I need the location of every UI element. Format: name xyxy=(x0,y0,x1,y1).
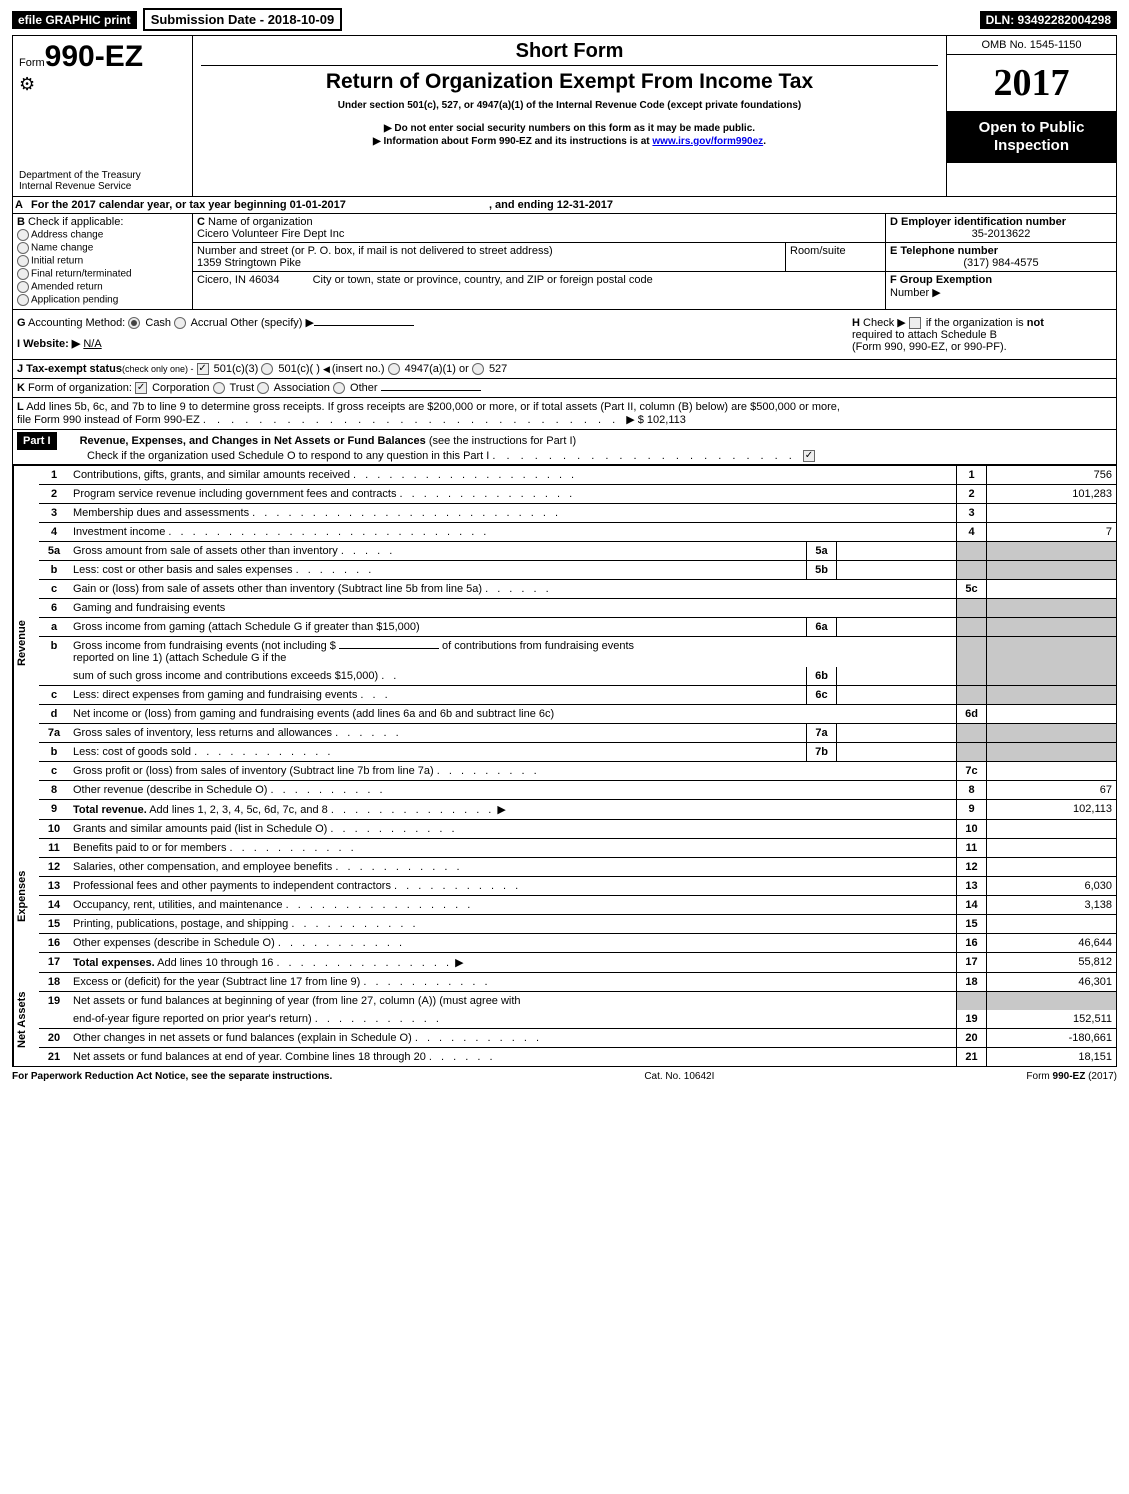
dept-irs: Internal Revenue Service xyxy=(19,181,186,192)
final-return-checkbox[interactable]: Final return/terminated xyxy=(17,268,188,280)
form990ez-link[interactable]: www.irs.gov/form990ez xyxy=(652,136,763,147)
line-2-value: 101,283 xyxy=(986,485,1116,503)
line-15-value xyxy=(986,915,1116,933)
other-org-input[interactable] xyxy=(381,390,481,391)
line-l-label: L xyxy=(17,401,24,413)
line-10-value xyxy=(986,820,1116,838)
line-5b-value xyxy=(836,561,956,579)
dept-treasury: Department of the Treasury xyxy=(19,170,186,181)
footer-right: Form 990-EZ (2017) xyxy=(1026,1071,1117,1082)
line-1-value: 756 xyxy=(986,466,1116,484)
dln-badge: DLN: 93492282004298 xyxy=(980,11,1117,29)
line-a-label: A xyxy=(13,197,29,213)
footer-cat: Cat. No. 10642I xyxy=(644,1071,714,1082)
submission-date: Submission Date - 2018-10-09 xyxy=(143,8,343,31)
4947a1-radio[interactable] xyxy=(388,363,400,375)
501c3-checkbox[interactable] xyxy=(197,363,209,375)
application-pending-checkbox[interactable]: Application pending xyxy=(17,294,188,306)
line-14-value: 3,138 xyxy=(986,896,1116,914)
line-8-value: 67 xyxy=(986,781,1116,799)
org-name: Cicero Volunteer Fire Dept Inc xyxy=(197,228,881,240)
part-i-header: Part I xyxy=(17,432,57,450)
line-6c-value xyxy=(836,686,956,704)
under-section: Under section 501(c), 527, or 4947(a)(1)… xyxy=(201,100,938,111)
omb-number: OMB No. 1545-1150 xyxy=(947,36,1116,55)
line-6a-value xyxy=(836,618,956,636)
line-g-label: G xyxy=(17,317,26,329)
line-11-value xyxy=(986,839,1116,857)
ein-label: D Employer identification number xyxy=(890,216,1112,228)
line-16-value: 46,644 xyxy=(986,934,1116,952)
form-header: Form990-EZ ⚙ Department of the Treasury … xyxy=(12,35,1117,197)
trust-radio[interactable] xyxy=(213,382,225,394)
open-to-public: Open to Public Inspection xyxy=(947,111,1116,163)
line-a-text: For the 2017 calendar year, or tax year … xyxy=(29,197,1116,213)
line-h: H Check ▶ if the organization is not req… xyxy=(852,316,1112,353)
ein-value: 35-2013622 xyxy=(890,228,1112,240)
footer-left: For Paperwork Reduction Act Notice, see … xyxy=(12,1071,332,1082)
net-assets-section-label: Net Assets xyxy=(13,973,39,1066)
line-9-value: 102,113 xyxy=(986,800,1116,819)
line-20-value: -180,661 xyxy=(986,1029,1116,1047)
accrual-radio[interactable] xyxy=(174,317,186,329)
group-exemption-label: F Group Exemption xyxy=(890,274,992,286)
form-number: Form990-EZ xyxy=(19,40,186,74)
other-org-radio[interactable] xyxy=(333,382,345,394)
line-5a-value xyxy=(836,542,956,560)
line-7a-value xyxy=(836,724,956,742)
527-radio[interactable] xyxy=(472,363,484,375)
line-13-value: 6,030 xyxy=(986,877,1116,895)
website-value: N/A xyxy=(83,338,101,350)
corporation-checkbox[interactable] xyxy=(135,382,147,394)
revenue-section-label: Revenue xyxy=(13,466,39,820)
room-suite-label: Room/suite xyxy=(785,243,885,271)
line-17-value: 55,812 xyxy=(986,953,1116,972)
website-label: I Website: ▶ xyxy=(17,338,80,350)
tax-year: 2017 xyxy=(947,55,1116,111)
line-3-value xyxy=(986,504,1116,522)
address-change-checkbox[interactable]: Address change xyxy=(17,229,188,241)
page-footer: For Paperwork Reduction Act Notice, see … xyxy=(12,1067,1117,1082)
expenses-section-label: Expenses xyxy=(13,820,39,973)
line-5c-value xyxy=(986,580,1116,598)
amended-return-checkbox[interactable]: Amended return xyxy=(17,281,188,293)
short-form-title: Short Form xyxy=(201,40,938,66)
check-if-applicable-group: Address change Name change Initial retur… xyxy=(17,229,188,306)
info-link-line: ▶ Information about Form 990-EZ and its … xyxy=(201,136,938,147)
line-6b-value xyxy=(836,667,956,685)
line-6d-value xyxy=(986,705,1116,723)
org-street: 1359 Stringtown Pike xyxy=(197,257,781,269)
line-k-label: K xyxy=(17,382,25,394)
phone-value: (317) 984-4575 xyxy=(890,257,1112,269)
line-4-value: 7 xyxy=(986,523,1116,541)
cash-radio[interactable] xyxy=(128,317,140,329)
association-radio[interactable] xyxy=(257,382,269,394)
6b-amount-input[interactable] xyxy=(339,648,439,649)
irs-seal-icon: ⚙ xyxy=(19,74,186,95)
other-specify-input[interactable] xyxy=(314,325,414,326)
name-change-checkbox[interactable]: Name change xyxy=(17,242,188,254)
schedule-b-checkbox[interactable] xyxy=(909,317,921,329)
line-19-value: 152,511 xyxy=(986,1010,1116,1028)
phone-label: E Telephone number xyxy=(890,245,1112,257)
line-b-label: B xyxy=(17,216,25,228)
do-not-enter-ssn: ▶ Do not enter social security numbers o… xyxy=(201,123,938,134)
line-7b-value xyxy=(836,743,956,761)
line-12-value xyxy=(986,858,1116,876)
line-21-value: 18,151 xyxy=(986,1048,1116,1066)
part-i-title: Revenue, Expenses, and Changes in Net As… xyxy=(80,435,426,447)
initial-return-checkbox[interactable]: Initial return xyxy=(17,255,188,267)
line-18-value: 46,301 xyxy=(986,973,1116,991)
return-title: Return of Organization Exempt From Incom… xyxy=(201,70,938,94)
gross-receipts: $ 102,113 xyxy=(638,414,686,426)
efile-badge: efile GRAPHIC print xyxy=(12,11,137,29)
501c-radio[interactable] xyxy=(261,363,273,375)
org-city: Cicero, IN 46034 xyxy=(197,274,280,286)
top-bar: efile GRAPHIC print Submission Date - 20… xyxy=(12,8,1117,31)
line-j-label: J Tax-exempt status xyxy=(17,363,122,375)
schedule-o-checkbox[interactable] xyxy=(803,450,815,462)
line-7c-value xyxy=(986,762,1116,780)
